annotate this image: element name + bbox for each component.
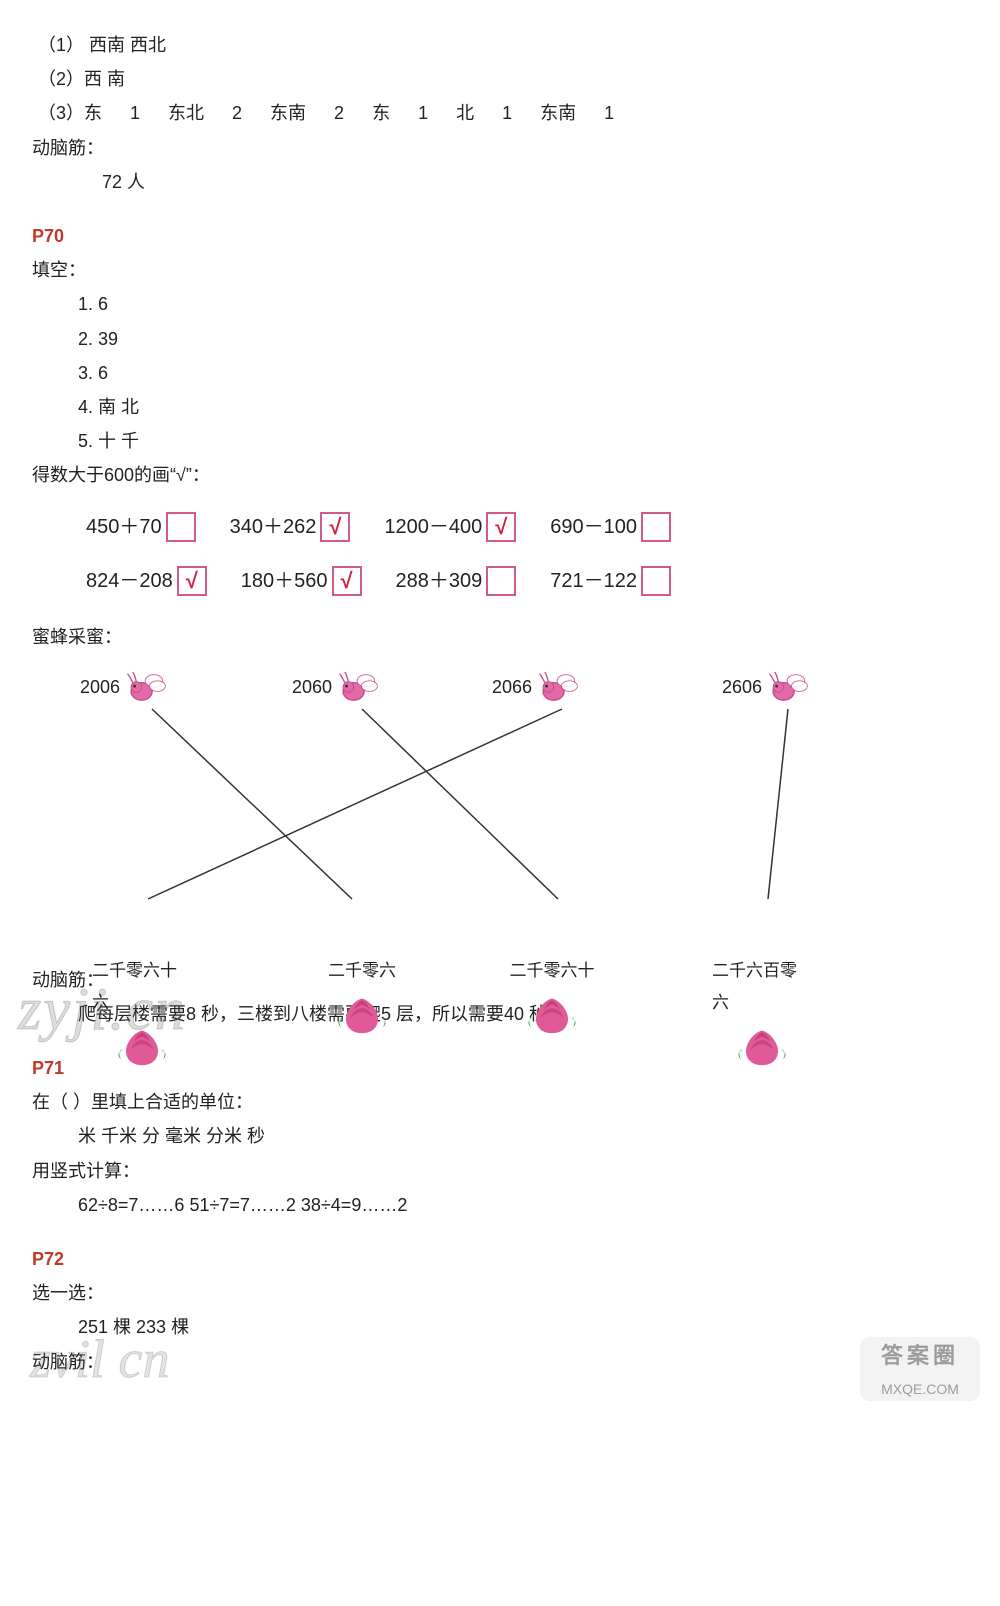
bee-item: 2606 bbox=[722, 665, 810, 709]
check-expr: 340＋262√ bbox=[230, 508, 351, 546]
badge-bottom: MXQE.COM bbox=[881, 1376, 959, 1403]
p70-fill-item: 1. 6 bbox=[32, 287, 968, 321]
bee-item: 2066 bbox=[492, 665, 580, 709]
bee-number: 2006 bbox=[80, 670, 120, 704]
p70-fill-item: 3. 6 bbox=[32, 356, 968, 390]
rose-item: 二千零六十 bbox=[502, 955, 602, 1037]
p72-choose: 选一选： bbox=[32, 1276, 968, 1310]
bee-icon bbox=[124, 665, 168, 709]
rose-item: 二千零六 bbox=[312, 955, 412, 1037]
q3-part: 2 bbox=[334, 103, 344, 123]
check-box bbox=[166, 512, 196, 542]
bee-item: 2060 bbox=[292, 665, 380, 709]
check-expr: 1200－400√ bbox=[384, 508, 516, 546]
rose-label: 二千零六 bbox=[328, 955, 396, 987]
brain-ans: 72 人 bbox=[32, 165, 968, 199]
q1-line3: （3）东 1 东北 2 东南 2 东 1 北 1 东南 1 bbox=[32, 96, 968, 130]
q3-part: 2 bbox=[232, 103, 242, 123]
check-box: √ bbox=[320, 512, 350, 542]
match-line bbox=[768, 709, 788, 899]
expr-text: 690－100 bbox=[550, 508, 637, 546]
p71-calcs: 62÷8=7……6 51÷7=7……2 38÷4=9……2 bbox=[32, 1188, 968, 1222]
p72-brain: 动脑筋： bbox=[32, 1345, 968, 1379]
check-expr: 180＋560√ bbox=[241, 562, 362, 600]
p70-fill-title: 填空： bbox=[32, 253, 968, 287]
q3-part: 东南 bbox=[270, 103, 306, 123]
p72-label: P72 bbox=[32, 1242, 968, 1276]
bee-number: 2606 bbox=[722, 670, 762, 704]
rose-label: 二千零六十 bbox=[510, 955, 595, 987]
brain-title: 动脑筋： bbox=[32, 131, 968, 165]
check-rows: 450＋70340＋262√1200－400√690－100824－208√18… bbox=[86, 508, 968, 600]
check-box: √ bbox=[177, 566, 207, 596]
check-box: √ bbox=[486, 512, 516, 542]
check-expr: 450＋70 bbox=[86, 508, 196, 546]
p72-ans: 251 棵 233 棵 bbox=[32, 1310, 968, 1344]
expr-text: 180＋560 bbox=[241, 562, 328, 600]
p71-units: 米 千米 分 毫米 分米 秒 bbox=[32, 1119, 968, 1153]
rose-label: 二千零六十六 bbox=[92, 955, 192, 1020]
rose-icon bbox=[333, 989, 391, 1037]
q3-part: 1 bbox=[418, 103, 428, 123]
match-line bbox=[152, 709, 352, 899]
p70-label: P70 bbox=[32, 219, 968, 253]
bee-number: 2066 bbox=[492, 670, 532, 704]
p70-fill-item: 4. 南 北 bbox=[32, 390, 968, 424]
expr-text: 1200－400 bbox=[384, 508, 482, 546]
bee-icon bbox=[536, 665, 580, 709]
bee-match: 2006 2060 2066 2606 二千零六十六 bbox=[32, 665, 932, 955]
check-expr: 690－100 bbox=[550, 508, 671, 546]
rose-item: 二千零六十六 bbox=[92, 955, 192, 1070]
rose-label: 二千六百零六 bbox=[712, 955, 812, 1020]
q3-part: 1 bbox=[130, 103, 140, 123]
match-line bbox=[148, 709, 562, 899]
bee-icon bbox=[766, 665, 810, 709]
q3-part: 1 bbox=[502, 103, 512, 123]
match-line bbox=[362, 709, 558, 899]
q3-part: 东 bbox=[372, 103, 390, 123]
q3-part: 东北 bbox=[168, 103, 204, 123]
rose-item: 二千六百零六 bbox=[712, 955, 812, 1070]
q3-part: 东南 bbox=[540, 103, 576, 123]
p71-unit-title: 在（ ）里填上合适的单位： bbox=[32, 1085, 968, 1119]
bee-number: 2060 bbox=[292, 670, 332, 704]
bee-title: 蜜蜂采蜜： bbox=[32, 620, 968, 654]
check-box: √ bbox=[332, 566, 362, 596]
rose-icon bbox=[523, 989, 581, 1037]
p71-calc-title: 用竖式计算： bbox=[32, 1154, 968, 1188]
p70-fill-item: 5. 十 千 bbox=[32, 424, 968, 458]
expr-text: 288＋309 bbox=[396, 562, 483, 600]
expr-text: 450＋70 bbox=[86, 508, 162, 546]
expr-text: 721－122 bbox=[550, 562, 637, 600]
expr-text: 824－208 bbox=[86, 562, 173, 600]
check-box bbox=[641, 566, 671, 596]
expr-text: 340＋262 bbox=[230, 508, 317, 546]
check-box bbox=[486, 566, 516, 596]
q3-part: 1 bbox=[604, 103, 614, 123]
check-expr: 721－122 bbox=[550, 562, 671, 600]
check-box bbox=[641, 512, 671, 542]
q1-line2: （2）西 南 bbox=[32, 62, 968, 96]
check-expr: 288＋309 bbox=[396, 562, 517, 600]
rose-icon bbox=[733, 1021, 791, 1069]
rose-icon bbox=[113, 1021, 171, 1069]
q3-part: 北 bbox=[456, 103, 474, 123]
p70-fill-item: 2. 39 bbox=[32, 322, 968, 356]
q3-part: （3）东 bbox=[38, 103, 102, 123]
p70-check-title: 得数大于600的画“√”： bbox=[32, 458, 968, 492]
bee-icon bbox=[336, 665, 380, 709]
check-expr: 824－208√ bbox=[86, 562, 207, 600]
bee-item: 2006 bbox=[80, 665, 168, 709]
q1-line1: （1） 西南 西北 bbox=[32, 28, 968, 62]
